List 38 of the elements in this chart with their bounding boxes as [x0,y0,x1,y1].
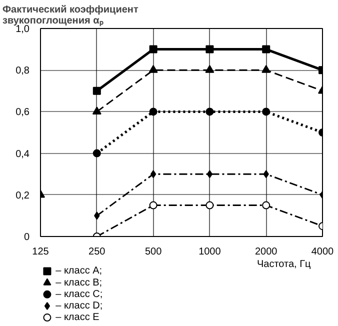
point [150,170,156,178]
point [206,45,214,54]
point [262,64,271,73]
y-tick-label: 0 [24,232,30,243]
x-tick-label: 4000 [311,246,334,258]
x-axis-title: Частота, Гц [256,258,312,270]
x-tick-label: 500 [144,246,162,258]
y-axis-title: Фактический коэффициент звукопоглощения αₚ [2,4,138,26]
x-tick-label: 2000 [254,246,278,258]
point [206,201,214,210]
point [92,106,102,115]
legend-label: – класс A; [56,266,102,277]
x-tick-label: 1000 [198,246,222,258]
y-tick-label: 0,6 [16,107,30,118]
point [148,64,158,73]
y-tick-label: 0,8 [16,66,30,77]
y-tick-label: 0,2 [16,190,30,202]
point [206,170,213,178]
point [206,108,214,116]
legend-label: – класс D; [56,300,103,312]
point [94,212,100,220]
legend-label: – класс C; [56,288,103,300]
point [262,201,270,210]
point [262,108,270,116]
y-tick-label: 1,0 [16,24,30,35]
legend-label: – класс B; [56,277,102,288]
point [92,149,101,158]
point [149,108,158,116]
y-tick-label: 0,4 [16,148,30,160]
point [149,201,158,210]
point [263,170,269,178]
x-tick-label: 125 [32,246,50,258]
point [205,64,214,73]
point [149,45,158,54]
point [262,45,270,54]
x-tick-label: 250 [88,246,106,258]
legend-label: – класс E [56,312,100,324]
point [92,86,101,95]
